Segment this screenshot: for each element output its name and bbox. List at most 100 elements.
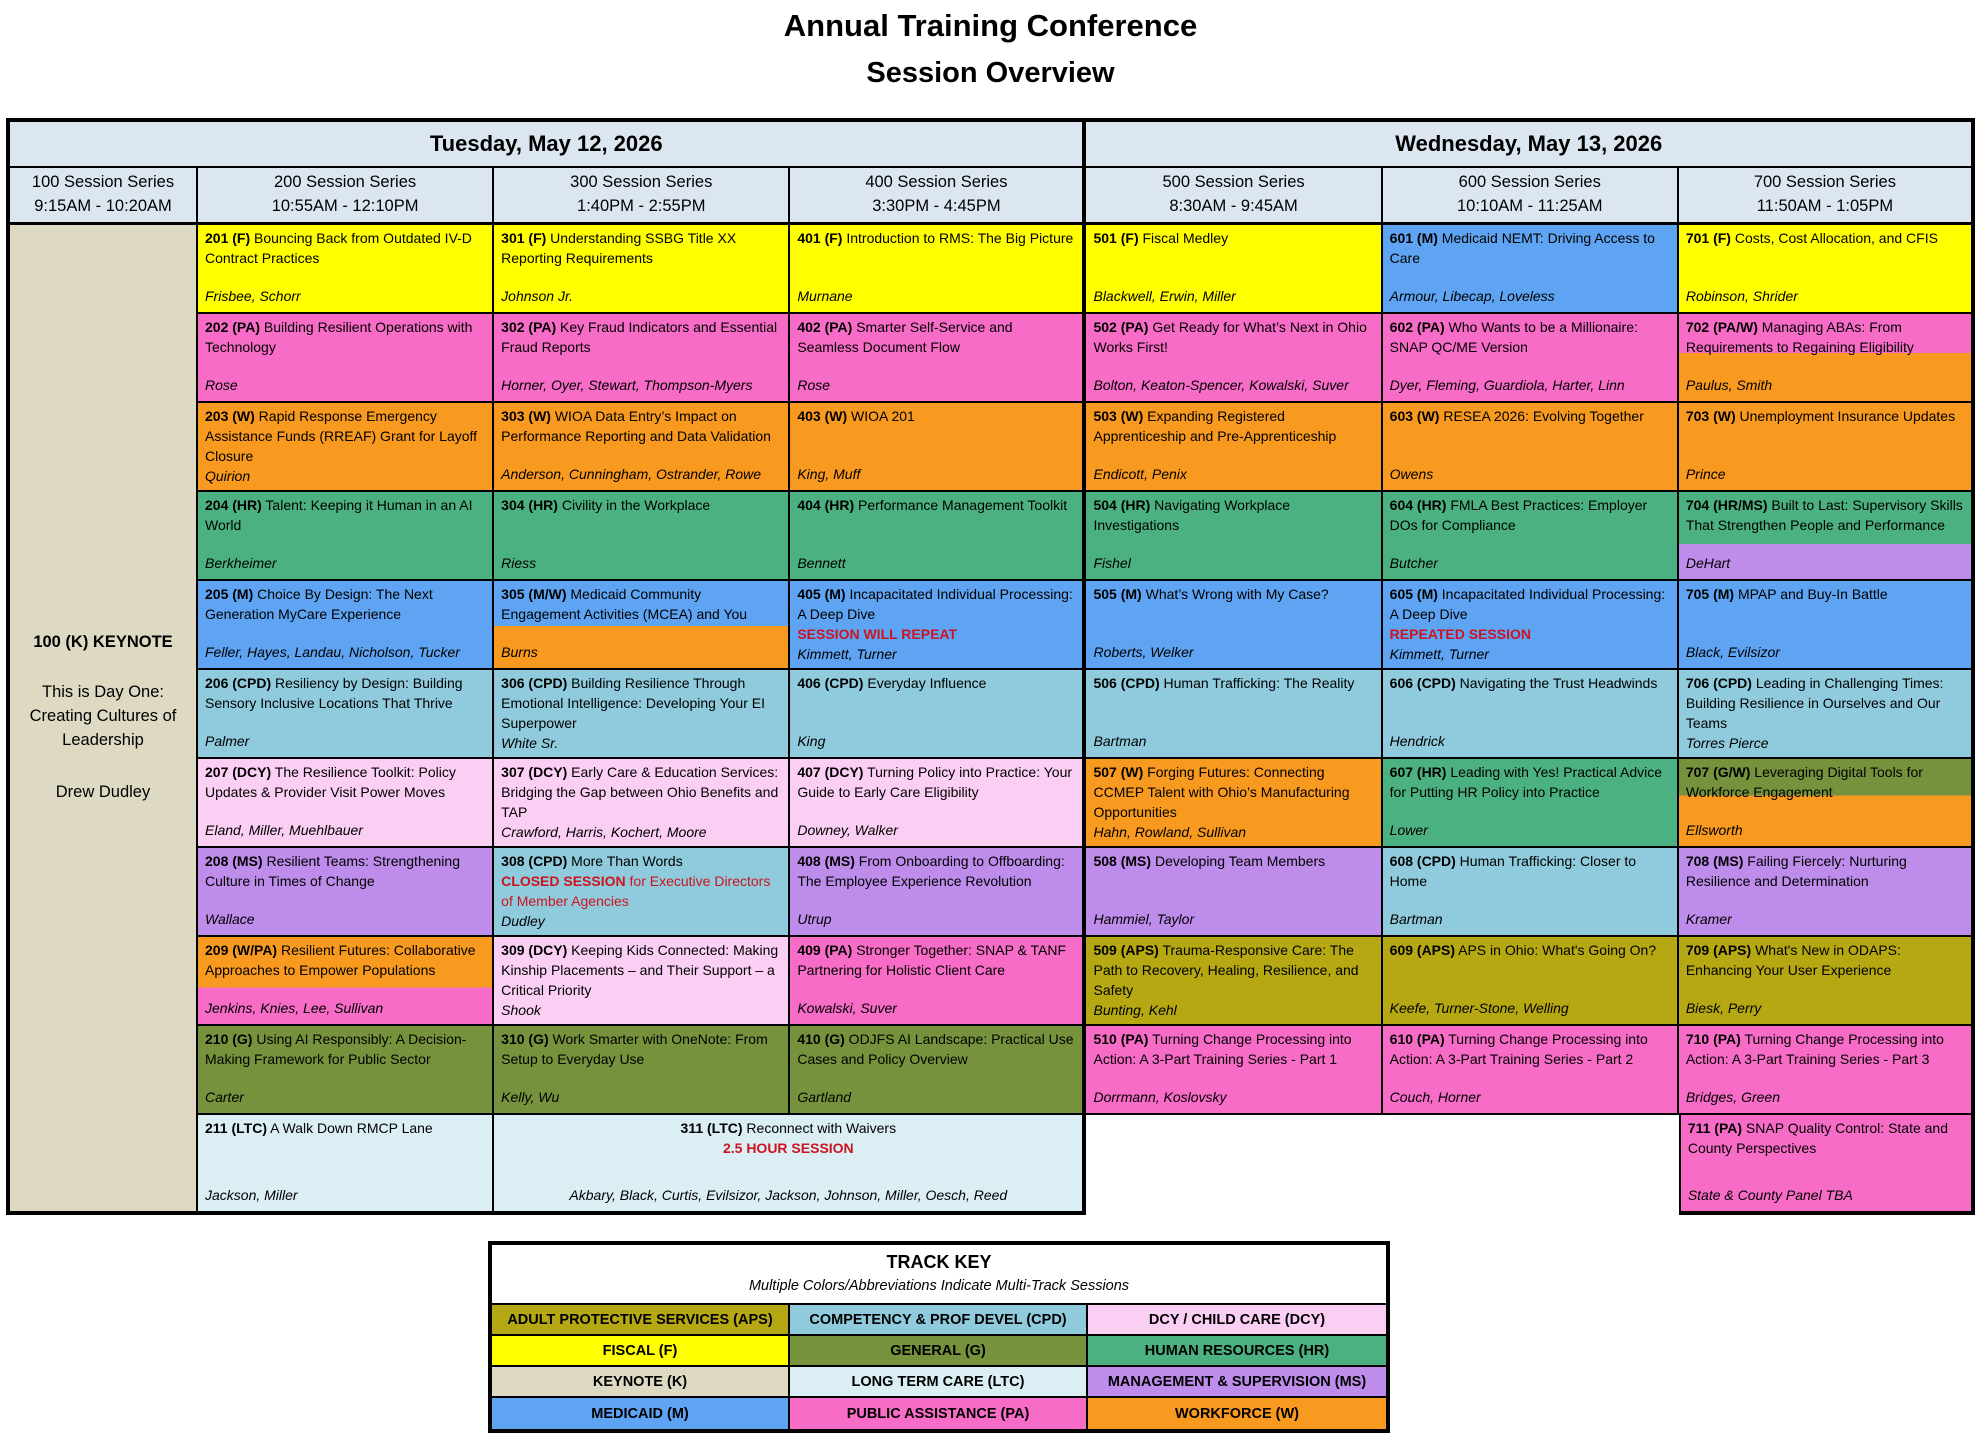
session-title: 308 (CPD) More Than Words xyxy=(501,853,683,869)
series-name: 500 Session Series xyxy=(1162,173,1305,191)
session-title: 708 (MS) Failing Fiercely: Nurturing Res… xyxy=(1685,853,1907,889)
session-title-block: 604 (HR) FMLA Best Practices: Employer D… xyxy=(1390,496,1670,536)
session-code: 302 (PA) xyxy=(501,319,557,335)
session-code: 704 (HR/MS) xyxy=(1685,497,1768,513)
series-name: 200 Session Series xyxy=(273,173,417,191)
session-speakers: Shook xyxy=(501,1001,541,1018)
session-code: 211 (LTC) xyxy=(205,1120,267,1136)
session-note: CLOSED SESSION for Executive Directors o… xyxy=(501,872,771,909)
session-cell-709: 709 (APS) What's New in ODAPS: Enhancing… xyxy=(1678,937,1975,1026)
session-title: 209 (W/PA) Resilient Futures: Collaborat… xyxy=(205,942,476,978)
session-title-block: 205 (M) Choice By Design: The Next Gener… xyxy=(205,585,485,625)
session-code: 603 (W) xyxy=(1389,408,1440,424)
session-code: 702 (PA/W) xyxy=(1685,319,1758,335)
track-key-subtitle: Multiple Colors/Abbreviations Indicate M… xyxy=(748,1278,1130,1294)
session-title-block: 701 (F) Costs, Cost Allocation, and CFIS xyxy=(1686,229,1964,249)
session-title-block: 201 (F) Bouncing Back from Outdated IV-D… xyxy=(205,229,485,269)
session-speakers: Kramer xyxy=(1685,911,1732,928)
session-code: 607 (HR) xyxy=(1389,764,1447,780)
session-code: 406 (CPD) xyxy=(797,675,864,691)
series-time: 10:55AM - 12:10PM xyxy=(271,197,419,215)
session-speakers: King xyxy=(797,733,826,750)
session-title: 508 (MS) Developing Team Members xyxy=(1093,853,1326,869)
session-title-block: 610 (PA) Turning Change Processing into … xyxy=(1390,1030,1670,1070)
session-code: 610 (PA) xyxy=(1389,1031,1445,1047)
session-title-block: 504 (HR) Navigating Workplace Investigat… xyxy=(1093,496,1373,536)
session-title: 410 (G) ODJFS AI Landscape: Practical Us… xyxy=(797,1031,1074,1067)
session-title: 302 (PA) Key Fraud Indicators and Essent… xyxy=(501,319,778,355)
session-title-block: 303 (W) WIOA Data Entry’s Impact on Perf… xyxy=(501,407,781,447)
session-title: 404 (HR) Performance Management Toolkit xyxy=(797,497,1068,513)
session-title-block: 703 (W) Unemployment Insurance Updates xyxy=(1686,407,1964,427)
session-title: 711 (PA) SNAP Quality Control: State and… xyxy=(1687,1120,1949,1156)
session-code: 202 (PA) xyxy=(205,319,260,335)
track-key-title: TRACK KEY xyxy=(886,1252,992,1272)
session-title: 405 (M) Incapacitated Individual Process… xyxy=(797,586,1073,622)
session-cell-706: 706 (CPD) Leading in Challenging Times: … xyxy=(1678,670,1975,759)
session-title-block: 502 (PA) Get Ready for What’s Next in Oh… xyxy=(1093,318,1373,358)
session-code: 307 (DCY) xyxy=(501,764,568,780)
session-title-block: 702 (PA/W) Managing ABAs: From Requireme… xyxy=(1686,318,1964,358)
session-cell-203: 203 (W) Rapid Response Emergency Assista… xyxy=(198,403,495,492)
session-speakers: DeHart xyxy=(1685,555,1731,572)
session-code: 709 (APS) xyxy=(1685,942,1752,958)
series-time: 3:30PM - 4:45PM xyxy=(872,197,1001,215)
day-header-2: Wednesday, May 13, 2026 xyxy=(1086,122,1975,168)
session-speakers: Butcher xyxy=(1389,555,1438,572)
session-title-block: 501 (F) Fiscal Medley xyxy=(1093,229,1373,249)
session-title: 704 (HR/MS) Built to Last: Supervisory S… xyxy=(1685,497,1963,533)
session-cell-308: 308 (CPD) More Than Words CLOSED SESSION … xyxy=(494,848,791,937)
track-key-cell-dcy: DCY / CHILD CARE (DCY) xyxy=(1088,1305,1386,1336)
session-cell-407: 407 (DCY) Turning Policy into Practice: … xyxy=(790,759,1087,848)
session-speakers: Keefe, Turner-Stone, Welling xyxy=(1389,1000,1569,1017)
session-speakers: Berkheimer xyxy=(205,555,277,572)
session-cell-502: 502 (PA) Get Ready for What’s Next in Oh… xyxy=(1086,314,1383,403)
session-speakers: Bennett xyxy=(797,555,846,572)
session-title: 604 (HR) FMLA Best Practices: Employer D… xyxy=(1389,497,1648,533)
session-code: 201 (F) xyxy=(205,230,251,246)
session-cell-508: 508 (MS) Developing Team Members Hammiel,… xyxy=(1086,848,1383,937)
session-speakers: Armour, Libecap, Loveless xyxy=(1389,288,1555,305)
session-code: 503 (W) xyxy=(1093,408,1144,424)
session-code: 207 (DCY) xyxy=(205,764,272,780)
keynote-session-name: This is Day One: Creating Cultures of Le… xyxy=(29,683,177,749)
session-cell-304: 304 (HR) Civility in the Workplace Riess xyxy=(494,492,791,581)
session-title-block: 311 (LTC) Reconnect with Waivers 2.5 HOUR… xyxy=(501,1119,1075,1159)
session-speakers: Couch, Horner xyxy=(1389,1089,1481,1106)
session-speakers: Lower xyxy=(1389,822,1428,839)
day-header-1: Tuesday, May 12, 2026 xyxy=(10,122,1087,168)
session-code: 203 (W) xyxy=(205,408,255,424)
series-header-3: 300 Session Series 1:40PM - 2:55PM xyxy=(494,168,791,225)
session-title: 205 (M) Choice By Design: The Next Gener… xyxy=(205,586,433,622)
session-cell-205: 205 (M) Choice By Design: The Next Gener… xyxy=(198,581,495,670)
session-code: 708 (MS) xyxy=(1685,853,1744,869)
session-code: 510 (PA) xyxy=(1093,1031,1149,1047)
session-speakers: Murnane xyxy=(797,288,853,305)
session-cell-601: 601 (M) Medicaid NEMT: Driving Access to… xyxy=(1382,225,1679,314)
session-cell-507: 507 (W) Forging Futures: Connecting CCME… xyxy=(1086,759,1383,848)
session-title: 707 (G/W) Leveraging Digital Tools for W… xyxy=(1685,764,1923,800)
session-title-block: 509 (APS) Trauma-Responsive Care: The Pa… xyxy=(1093,941,1373,1001)
session-speakers: Prince xyxy=(1685,466,1726,483)
series-time: 8:30AM - 9:45AM xyxy=(1169,197,1298,215)
session-code: 706 (CPD) xyxy=(1685,675,1752,691)
session-code: 601 (M) xyxy=(1389,230,1438,246)
session-code: 509 (APS) xyxy=(1093,942,1159,958)
session-title-block: 706 (CPD) Leading in Challenging Times: … xyxy=(1686,674,1964,734)
session-cell-610: 610 (PA) Turning Change Processing into … xyxy=(1382,1026,1679,1115)
session-title: 603 (W) RESEA 2026: Evolving Together xyxy=(1389,408,1644,424)
session-cell-606: 606 (CPD) Navigating the Trust Headwinds… xyxy=(1382,670,1679,759)
session-title-block: 210 (G) Using AI Responsibly: A Decision… xyxy=(205,1030,485,1070)
session-speakers: Bridges, Green xyxy=(1685,1089,1780,1106)
session-speakers: Robinson, Shrider xyxy=(1685,288,1798,305)
session-title: 505 (M) What’s Wrong with My Case? xyxy=(1093,586,1329,602)
session-title: 201 (F) Bouncing Back from Outdated IV-D… xyxy=(205,230,472,266)
session-code: 206 (CPD) xyxy=(205,675,272,691)
session-speakers: Akbary, Black, Curtis, Evilsizor, Jackso… xyxy=(569,1187,1008,1204)
session-cell-301: 301 (F) Understanding SSBG Title XX Repo… xyxy=(494,225,791,314)
session-code: 401 (F) xyxy=(797,230,843,246)
session-speakers: Anderson, Cunningham, Ostrander, Rowe xyxy=(501,466,762,483)
session-code: 209 (W/PA) xyxy=(205,942,278,958)
session-code: 205 (M) xyxy=(205,586,254,602)
